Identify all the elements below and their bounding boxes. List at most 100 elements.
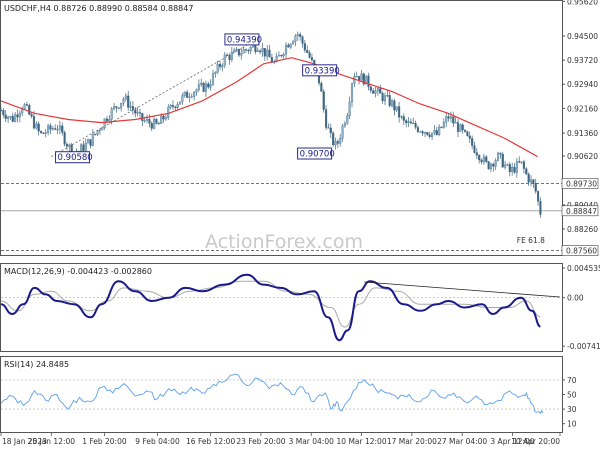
candle — [122, 98, 125, 104]
candle — [475, 152, 478, 156]
candle — [244, 49, 248, 51]
x-tick-label: 27 Mar 04:00 — [437, 437, 487, 446]
macd-title: MACD(12,26,9) -0.004423 -0.002860 — [4, 267, 152, 276]
macd-tick-label: 0.004535 — [567, 264, 600, 273]
candle — [228, 55, 231, 60]
candle — [47, 125, 50, 133]
candle — [162, 115, 165, 120]
candle — [350, 83, 354, 103]
candle — [277, 55, 281, 57]
candle — [292, 41, 295, 45]
candle — [325, 109, 328, 128]
candle — [28, 105, 31, 115]
price-tick-label: 0.91360 — [567, 129, 598, 138]
candle — [160, 115, 163, 124]
candle — [452, 116, 455, 124]
candle — [306, 50, 309, 53]
candle — [108, 119, 111, 122]
candle — [383, 95, 387, 102]
candle — [82, 144, 85, 151]
candle — [105, 118, 109, 122]
candle — [471, 138, 474, 146]
candle — [247, 50, 250, 52]
candle — [522, 161, 525, 169]
candle — [63, 132, 66, 145]
level-label: 0.89730 — [566, 180, 597, 189]
x-tick-label: 23 Feb 20:00 — [236, 437, 285, 446]
candle — [431, 132, 434, 137]
candle — [485, 156, 488, 162]
candle — [134, 109, 137, 114]
candle — [14, 114, 17, 122]
x-tick-label: 16 Feb 12:00 — [186, 437, 235, 446]
price-tick-label: 0.92160 — [567, 104, 598, 113]
candle — [96, 130, 99, 135]
candle — [299, 34, 302, 37]
candle — [150, 123, 153, 129]
candle — [416, 127, 419, 132]
candle — [200, 82, 203, 85]
candle — [459, 124, 462, 132]
candle — [233, 50, 236, 53]
price-tick-label: 0.94500 — [567, 32, 598, 41]
candle — [327, 127, 330, 129]
candle — [282, 53, 285, 57]
x-tick-label: 3 Apr 12:00 — [490, 437, 534, 446]
candle — [164, 117, 167, 120]
candle — [268, 49, 271, 58]
candle — [449, 116, 452, 119]
price-annotation-box — [297, 147, 333, 160]
candle — [178, 101, 182, 105]
candle — [190, 96, 193, 98]
rsi-tick-label: 50 — [567, 391, 577, 400]
candle — [487, 161, 490, 170]
rsi-tick-label: 30 — [567, 405, 577, 414]
candle — [454, 122, 457, 124]
candle — [440, 126, 443, 128]
candle — [87, 139, 90, 144]
price-annotation-label: 0.93390 — [305, 66, 340, 76]
candle — [381, 93, 384, 102]
candle — [91, 133, 94, 146]
candle — [214, 71, 217, 74]
candle — [42, 132, 45, 134]
moving-average-line — [0, 57, 538, 158]
candle — [252, 45, 255, 48]
candle — [155, 118, 158, 124]
price-annotation-label: 0.94390 — [227, 35, 262, 45]
candle — [419, 131, 422, 133]
candle — [219, 63, 222, 68]
candle — [421, 131, 424, 134]
candle — [355, 76, 358, 78]
rsi-title: RSI(14) 24.8485 — [4, 360, 69, 369]
candle — [131, 106, 134, 110]
macd-tick-label: 0.00 — [567, 294, 584, 303]
candle — [136, 112, 139, 114]
candle — [261, 48, 264, 53]
macd-line — [0, 273, 541, 342]
candle — [280, 55, 283, 57]
candle — [216, 63, 219, 73]
candle — [61, 125, 64, 133]
candle — [369, 86, 372, 91]
candle — [80, 144, 83, 152]
candle — [54, 128, 57, 130]
candle — [390, 100, 394, 106]
candle — [527, 173, 530, 183]
rsi-panel-frame — [0, 356, 563, 433]
rsi-line — [0, 373, 544, 415]
candle — [148, 118, 151, 124]
rsi-tick-label: 10 — [567, 420, 577, 429]
candle — [426, 132, 429, 136]
candle — [186, 91, 189, 98]
candle — [9, 116, 12, 118]
candle — [294, 35, 297, 42]
x-tick-label: 17 Mar 20:00 — [387, 437, 437, 446]
candle — [127, 95, 130, 108]
candle — [4, 114, 7, 119]
price-annotation-box — [302, 64, 338, 77]
candle — [0, 110, 3, 112]
candle — [341, 125, 344, 139]
candle — [407, 121, 410, 124]
candle — [56, 129, 59, 131]
